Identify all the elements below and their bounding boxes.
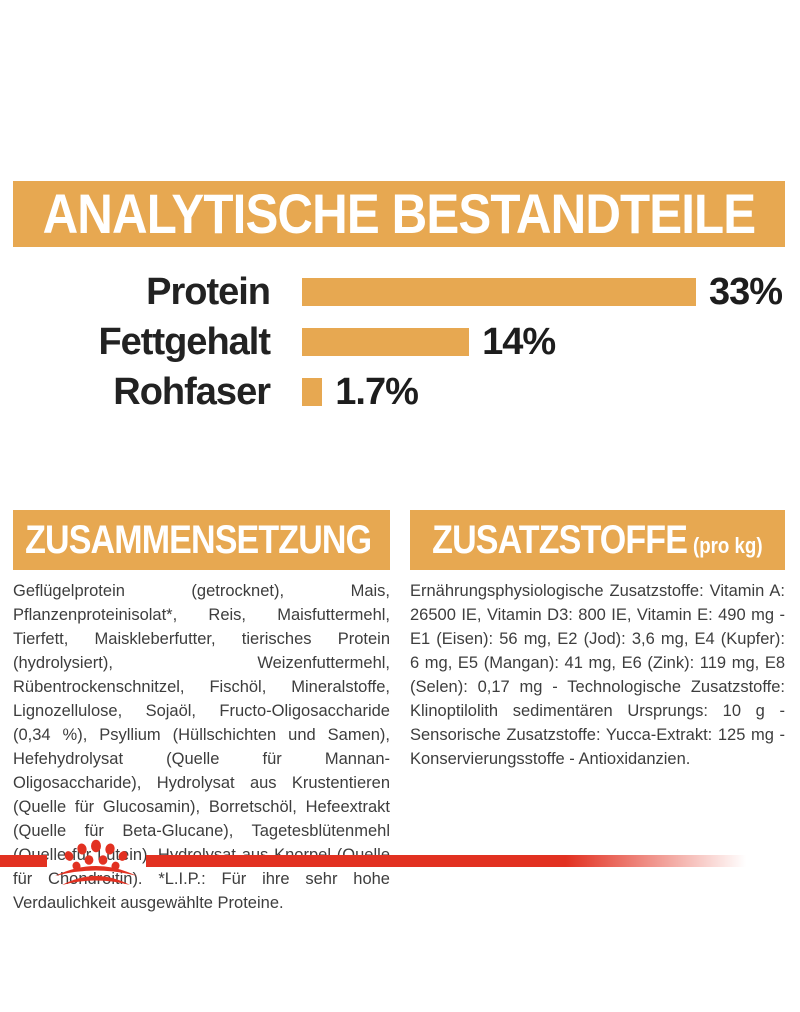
zusatzstoffe-title-suffix: (pro kg): [693, 533, 763, 558]
chart-row: Protein 33%: [0, 267, 800, 317]
zusammensetzung-banner: ZUSAMMENSETZUNG: [13, 510, 390, 570]
zusatzstoffe-title: ZUSATZSTOFFE: [432, 518, 688, 562]
section-zusatzstoffe: ZUSATZSTOFFE (pro kg) Ernährungsphysiolo…: [410, 510, 785, 915]
chart-category-label: Protein: [146, 270, 271, 313]
zusatzstoffe-body-text: Ernährungsphysiologische Zusatzstoffe: V…: [410, 582, 785, 768]
zusatzstoffe-banner: ZUSATZSTOFFE (pro kg): [410, 510, 785, 570]
footer-red-line-left: [0, 855, 47, 867]
chart-value-label: 1.7%: [335, 370, 419, 413]
chart-category-label: Fettgehalt: [98, 320, 271, 363]
chart-value-label: 33%: [709, 270, 783, 313]
chart-row: Fettgehalt 14%: [0, 317, 800, 367]
royal-canin-crown-icon: [55, 839, 137, 885]
chart-row: Rohfaser 1.7%: [0, 367, 800, 417]
footer-red-line-right: [146, 855, 746, 867]
chart-bar: [302, 378, 323, 406]
chart-value-label: 14%: [482, 320, 556, 363]
chart-bar: [302, 278, 696, 306]
zusammensetzung-title: ZUSAMMENSETZUNG: [25, 518, 372, 562]
analytical-constituents-banner: ANALYTISCHE BESTANDTEILE: [13, 181, 785, 247]
chart-bar: [302, 328, 470, 356]
chart-category-label: Rohfaser: [113, 370, 271, 413]
page-title: ANALYTISCHE BESTANDTEILE: [42, 182, 757, 245]
analytical-constituents-chart: Protein 33% Fettgehalt 14% Rohfaser 1.7%: [0, 267, 800, 417]
